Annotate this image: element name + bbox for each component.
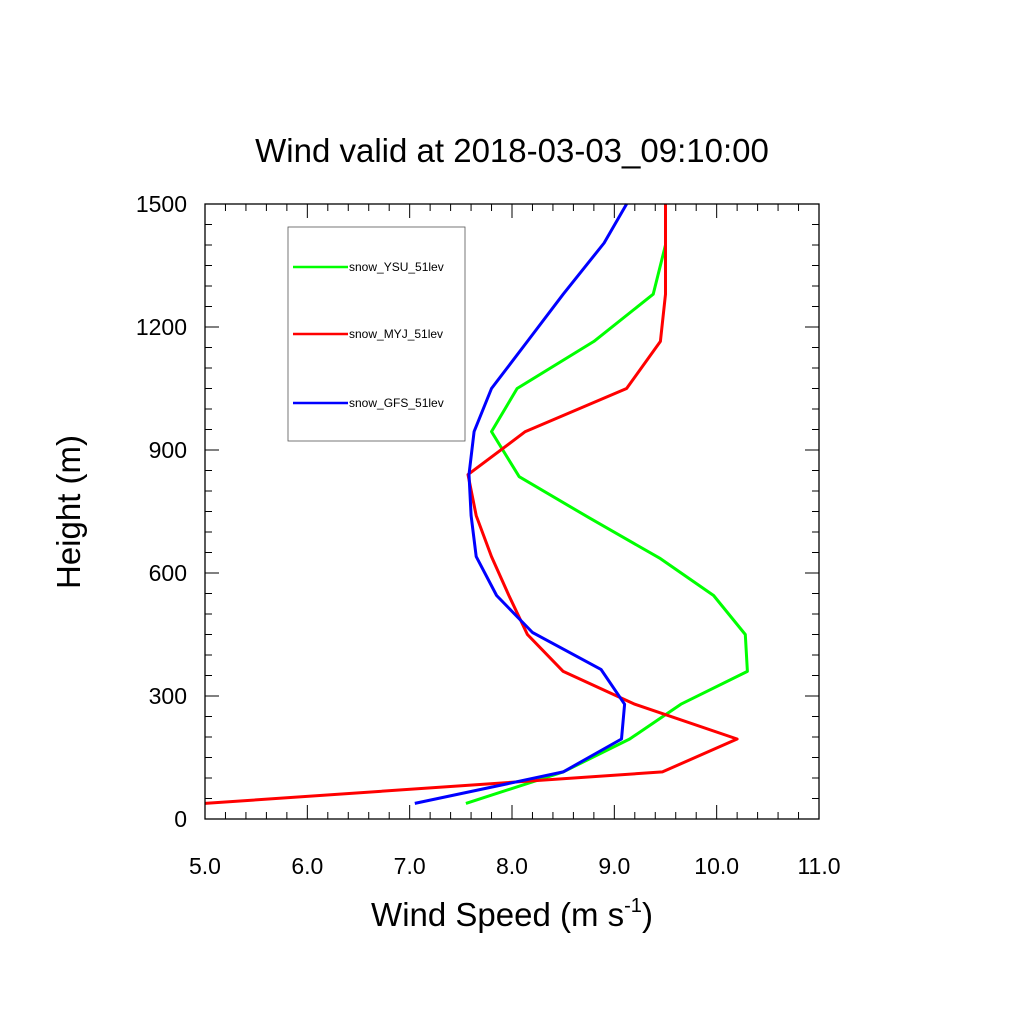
series-line-snow_YSU_51lev <box>465 204 749 805</box>
y-axis-label: Height (m) <box>50 435 87 589</box>
y-tick-label: 1200 <box>136 314 187 340</box>
x-tick-label: 6.0 <box>291 853 323 879</box>
series-layer <box>204 203 749 805</box>
x-axis-label-superscript: -1 <box>624 895 642 917</box>
x-axis-label: Wind Speed (m s-1) <box>371 895 653 933</box>
y-tick-label: 300 <box>149 683 187 709</box>
y-tick-labels: 0 300 600 900 1200 1500 <box>136 191 187 832</box>
series-line-snow_GFS_51lev <box>414 203 628 805</box>
series-line-snow_MYJ_51lev <box>204 204 739 805</box>
x-tick-label: 7.0 <box>394 853 426 879</box>
x-tick-labels: 5.0 6.0 7.0 8.0 9.0 10.0 11.0 <box>189 853 841 879</box>
chart-title: Wind valid at 2018-03-03_09:10:00 <box>255 132 769 169</box>
y-tick-label: 600 <box>149 560 187 586</box>
legend-box <box>287 226 466 442</box>
legend: snow_YSU_51lev snow_MYJ_51lev snow_GFS_51l… <box>287 226 466 442</box>
y-tick-label: 1500 <box>136 191 187 217</box>
x-tick-label: 8.0 <box>496 853 528 879</box>
x-tick-label: 9.0 <box>598 853 630 879</box>
x-tick-label: 11.0 <box>797 853 840 879</box>
y-tick-label: 900 <box>149 437 187 463</box>
plot-frame <box>204 203 820 820</box>
legend-label: snow_GFS_51lev <box>349 396 444 410</box>
x-axis-label-main: Wind Speed (m s <box>371 896 624 933</box>
legend-label: snow_MYJ_51lev <box>349 327 443 341</box>
x-axis-label-close: ) <box>642 896 653 933</box>
x-tick-label: 5.0 <box>189 853 221 879</box>
y-tick-label: 0 <box>174 806 187 832</box>
x-tick-label: 10.0 <box>694 853 739 879</box>
axis-ticks <box>204 203 820 820</box>
legend-label: snow_YSU_51lev <box>349 260 444 274</box>
